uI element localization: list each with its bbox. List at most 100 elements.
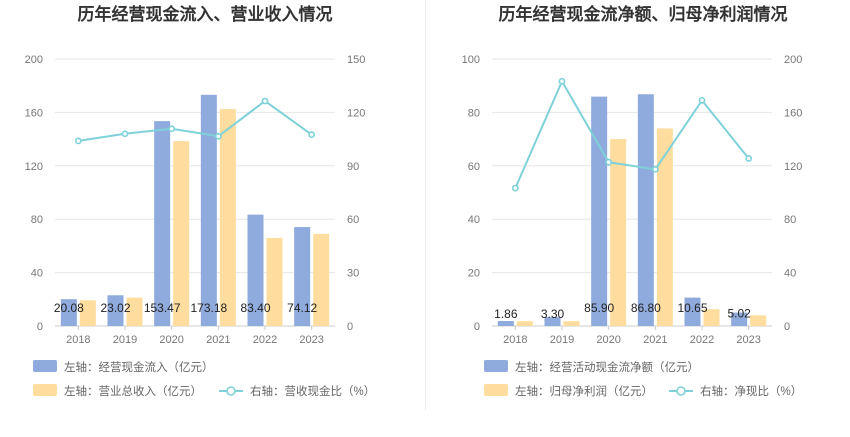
right-axis-tick-label: 160 (784, 107, 802, 119)
bar-value-label: 74.12 (287, 301, 317, 315)
secondary-bar (516, 321, 533, 326)
secondary-bar (79, 300, 96, 326)
x-axis-category-label: 2021 (206, 334, 230, 346)
left-axis-tick-label: 200 (25, 54, 43, 66)
x-axis-category-label: 2023 (299, 334, 323, 346)
primary-bar (637, 94, 654, 326)
left-axis-tick-label: 60 (468, 161, 480, 173)
primary-bar (200, 94, 217, 326)
chart-panel-net-cash: 历年经营现金流净额、归母净利润情况 0 20 40 60 80 100 0 40 80 120 160… (425, 0, 850, 437)
right-axis-tick-label: 30 (347, 268, 359, 280)
legend-swatch-line-marker (676, 386, 686, 396)
primary-bar (684, 297, 701, 326)
ratio-point (214, 132, 222, 140)
bar-value-label: 153.47 (144, 301, 181, 315)
x-axis-category-label: 2018 (66, 334, 90, 346)
secondary-bar (313, 233, 330, 326)
chart-title: 历年经营现金流入、营业收入情况 (78, 4, 333, 24)
ratio-line (514, 79, 750, 189)
left-axis-tick-label: 20 (468, 268, 480, 280)
bar-value-label: 20.08 (54, 301, 84, 315)
chart-net-cash-svg: 历年经营现金流净额、归母净利润情况 0 20 40 60 80 100 0 40 80 120 160… (462, 4, 803, 398)
chart-title: 历年经营现金流净额、归母净利润情况 (499, 4, 788, 24)
legend-label-secondary-bar: 左轴：归母净利润（亿元） (515, 384, 653, 398)
bar-value-label: 85.90 (584, 301, 614, 315)
primary-bar (591, 96, 608, 326)
legend-label-line: 右轴：净现比（%） (700, 384, 802, 398)
secondary-bar (266, 237, 283, 326)
secondary-bar (219, 109, 236, 326)
ratio-point (261, 97, 269, 105)
primary-bar (247, 214, 264, 326)
ratio-point (74, 137, 82, 145)
legend-label-primary-bar: 左轴：经营现金流入（亿元） (64, 360, 214, 374)
secondary-bar (656, 128, 673, 326)
x-axis-category-label: 2023 (736, 334, 760, 346)
bar-value-label: 83.40 (240, 301, 270, 315)
right-axis-tick-label: 0 (347, 321, 353, 333)
left-axis-tick-label: 80 (31, 214, 43, 226)
left-axis-tick-label: 0 (474, 321, 480, 333)
left-axis-tick-label: 0 (37, 321, 43, 333)
primary-bar (497, 321, 514, 326)
right-axis-tick-label: 0 (784, 321, 790, 333)
right-axis-tick-label: 80 (784, 214, 796, 226)
left-axis-tick-label: 80 (468, 107, 480, 119)
secondary-bar (126, 297, 143, 326)
ratio-point (605, 158, 613, 166)
bar-value-label: 3.30 (541, 307, 565, 321)
left-axis-tick-label: 40 (468, 214, 480, 226)
ratio-point (698, 96, 706, 104)
legend-swatch-primary-bar (33, 360, 57, 372)
chart-panel-cash-inflow: 历年经营现金流入、营业收入情况 0 40 80 120 160 200 0 30 60 90 120 1… (25, 4, 376, 398)
x-axis-category-label: 2019 (550, 334, 574, 346)
right-axis-tick-label: 90 (347, 161, 359, 173)
ratio-point (308, 131, 316, 139)
x-axis-category-label: 2018 (503, 334, 527, 346)
x-axis-category-label: 2021 (643, 334, 667, 346)
legend-label-secondary-bar: 左轴：营业总收入（亿元） (64, 384, 202, 398)
right-axis-tick-label: 40 (784, 268, 796, 280)
legend-swatch-line-marker (226, 386, 236, 396)
secondary-bar (563, 321, 580, 326)
chart-cash-inflow-svg: 历年经营现金流入、营业收入情况 0 40 80 120 160 200 0 30 60 90 120 1… (25, 4, 376, 398)
legend-label-primary-bar: 左轴：经营活动现金流净额（亿元） (515, 360, 699, 374)
legend-label-line: 右轴：营收现金比（%） (250, 384, 375, 398)
bar-value-label: 5.02 (727, 307, 751, 321)
bar-value-label: 86.80 (631, 301, 661, 315)
legend-swatch-secondary-bar (33, 384, 57, 396)
ratio-point (121, 130, 129, 138)
right-axis-tick-label: 120 (784, 161, 802, 173)
x-axis-category-label: 2020 (159, 334, 183, 346)
bar-value-label: 173.18 (190, 301, 227, 315)
bar-value-label: 23.02 (100, 301, 130, 315)
primary-bar (544, 317, 561, 326)
primary-bar (107, 295, 124, 326)
legend-swatch-primary-bar (484, 360, 508, 372)
ratio-point (511, 184, 519, 192)
secondary-bar (173, 141, 190, 326)
x-axis-category-label: 2020 (596, 334, 620, 346)
left-axis-tick-label: 100 (462, 54, 480, 66)
bar-value-label: 10.65 (677, 301, 707, 315)
left-axis-tick-label: 160 (25, 107, 43, 119)
panel-divider (425, 0, 426, 410)
secondary-bar (703, 309, 720, 326)
right-axis-tick-label: 200 (784, 54, 802, 66)
ratio-point (651, 166, 659, 173)
ratio-line (78, 99, 313, 142)
primary-bar (154, 121, 171, 326)
ratio-point (745, 155, 753, 162)
ratio-point (168, 125, 176, 133)
x-axis-category-label: 2022 (253, 334, 277, 346)
x-axis-category-label: 2022 (690, 334, 714, 346)
bar-value-label: 1.86 (494, 307, 518, 321)
left-axis-tick-label: 40 (31, 268, 43, 280)
secondary-bar (610, 139, 627, 326)
primary-bar (60, 299, 77, 326)
secondary-bar (750, 315, 767, 326)
left-axis-tick-label: 120 (25, 161, 43, 173)
right-axis-tick-label: 60 (347, 214, 359, 226)
primary-bar (731, 312, 748, 326)
right-axis-tick-label: 150 (347, 54, 365, 66)
